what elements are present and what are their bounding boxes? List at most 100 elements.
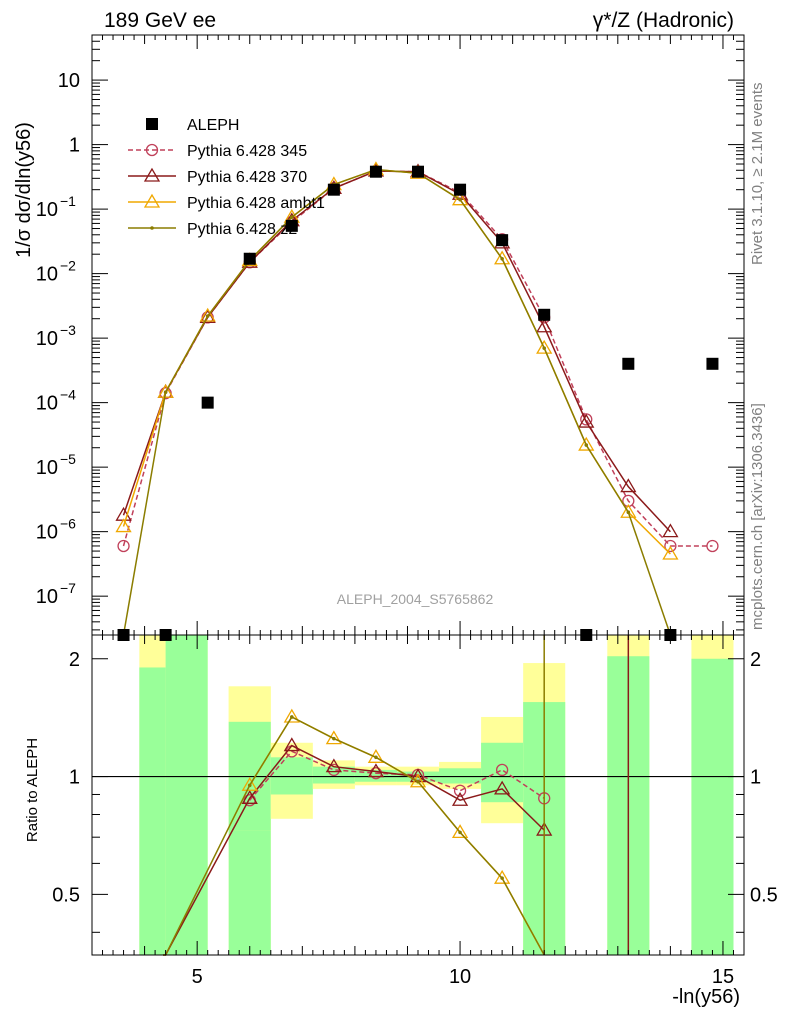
- ratio-line-0: [249, 750, 545, 801]
- ratio-1-point-8: [493, 780, 511, 795]
- ytick-label-exp: −7: [60, 580, 76, 596]
- series-0-point-0: [117, 539, 130, 553]
- xlabel: -ln(y56): [672, 986, 740, 1008]
- series-1-point-11: [578, 413, 595, 428]
- legend-marker-3: [143, 193, 161, 208]
- series-1-point-10: [536, 318, 553, 333]
- series-0-point-14: [706, 539, 719, 553]
- url-label: mcplots.cern.ch [arXiv:1306.3436]: [749, 403, 766, 630]
- ylabel-ratio: Ratio to ALEPH: [24, 738, 41, 842]
- header-left: 189 GeV ee: [104, 9, 216, 32]
- ytick-label-exp: −6: [60, 516, 76, 532]
- legend-marker-2: [143, 167, 161, 182]
- xtick-label: 10: [449, 966, 471, 988]
- ratio-3-point-2: [247, 783, 252, 788]
- series-3-point-12: [626, 510, 631, 515]
- legend-label-1: Pythia 6.428 345: [187, 143, 307, 160]
- series-1-point-2: [199, 309, 216, 323]
- series-3-point-4: [290, 215, 294, 219]
- ytick-label: 1: [69, 135, 80, 157]
- series-1-point-13: [662, 523, 679, 538]
- ytick-label-group: 10 −1: [36, 193, 76, 221]
- data-point-9: [496, 234, 509, 247]
- data-point-14: [706, 357, 719, 370]
- ratio-1-point-7: [451, 791, 469, 806]
- legend-label-2: Pythia 6.428 370: [187, 169, 307, 186]
- ytick-label-group: 10 −3: [36, 322, 76, 350]
- ytick-label-group: 1: [69, 135, 80, 157]
- ytick-label: 10: [36, 199, 58, 221]
- rtick-label-left: 1: [69, 767, 80, 789]
- series-3-point-1: [163, 390, 168, 395]
- series-3-point-2: [205, 314, 210, 318]
- series-3-point-9: [500, 256, 504, 261]
- series-line-3: [122, 168, 672, 636]
- data-point-7: [412, 165, 424, 178]
- series-3-point-10: [542, 346, 546, 350]
- series-2-point-0: [115, 518, 132, 533]
- xtick-label: 15: [712, 966, 734, 988]
- ratio-3-point-4: [332, 736, 336, 741]
- rtick-label-left: 2: [69, 649, 80, 671]
- ratio-0-point-6: [495, 763, 509, 777]
- ratio-band-inner-6: [354, 769, 397, 782]
- ytick-label: 10: [36, 522, 58, 544]
- data-point-6: [369, 165, 382, 178]
- ratio-line-3: [163, 716, 545, 956]
- ratio-2-point-0: [241, 776, 258, 791]
- data-point-8: [454, 183, 467, 196]
- series-0-point-1: [159, 387, 172, 400]
- data-point-12: [622, 357, 635, 370]
- ytick-label-exp: −2: [60, 258, 76, 274]
- ratio-2-point-5: [451, 824, 469, 839]
- legend-marker-1: [145, 143, 159, 157]
- ratio-3-point-8: [500, 876, 504, 880]
- ratio-2-point-6: [493, 869, 511, 884]
- ratio-frame: [91, 634, 745, 956]
- series-2-point-9: [493, 250, 511, 265]
- ratio-3-point-7: [458, 830, 462, 835]
- ratio-band-inner-8: [439, 768, 482, 784]
- ytick-label-exp: −1: [60, 193, 76, 209]
- ytick-label-group: 10: [58, 70, 80, 92]
- ratio-band-inner-0: [139, 667, 166, 955]
- ytick-label: 10: [36, 457, 58, 479]
- series-1-point-12: [620, 478, 637, 493]
- ytick-label-exp: −3: [60, 322, 76, 338]
- ytick-label-group: 10 −2: [36, 258, 76, 286]
- rtick-label-right: 0.5: [750, 884, 778, 906]
- series-2-point-11: [578, 436, 595, 451]
- header-right: γ*/Z (Hadronic): [593, 9, 734, 32]
- legend-marker-0: [146, 118, 158, 130]
- legend-label-4: Pythia 6.428 z2: [187, 221, 297, 238]
- ytick-label: 10: [36, 586, 58, 608]
- series-2-point-12: [620, 503, 637, 518]
- series-2-point-2: [199, 307, 216, 322]
- ratio-3-point-3: [290, 715, 294, 719]
- ratio-2-point-4: [409, 773, 427, 788]
- ytick-label-group: 10 −6: [36, 516, 76, 544]
- ytick-label: 10: [36, 264, 58, 286]
- ratio-2-point-1: [283, 708, 300, 723]
- series-2-point-8: [451, 191, 469, 206]
- legend-marker-4: [150, 226, 154, 230]
- legend: ALEPH Pythia 6.428 345 Pythia 6.428 370 Pyt…: [128, 117, 325, 238]
- data-point-10: [538, 308, 551, 321]
- series-2-point-10: [536, 339, 553, 354]
- ratio-1-point-4: [325, 758, 343, 773]
- ratio-0-point-5: [453, 784, 467, 797]
- ytick-label: 10: [58, 70, 80, 92]
- ylabel-main: 1/σ dσ/dln(y56): [13, 122, 35, 258]
- data-point-4: [285, 219, 298, 232]
- ratio-line-1: [163, 744, 545, 956]
- ratio-band-inner-2: [228, 830, 271, 955]
- ratio-1-point-2: [241, 790, 258, 804]
- series-2-point-13: [662, 545, 679, 560]
- rtick-label-right: 1: [750, 767, 761, 789]
- series-0-point-13: [664, 539, 677, 553]
- ytick-label-group: 10 −4: [36, 387, 76, 415]
- ytick-label-exp: −5: [60, 451, 76, 467]
- ratio-3-point-6: [416, 779, 420, 784]
- watermark: ALEPH_2004_S5765862: [337, 591, 494, 607]
